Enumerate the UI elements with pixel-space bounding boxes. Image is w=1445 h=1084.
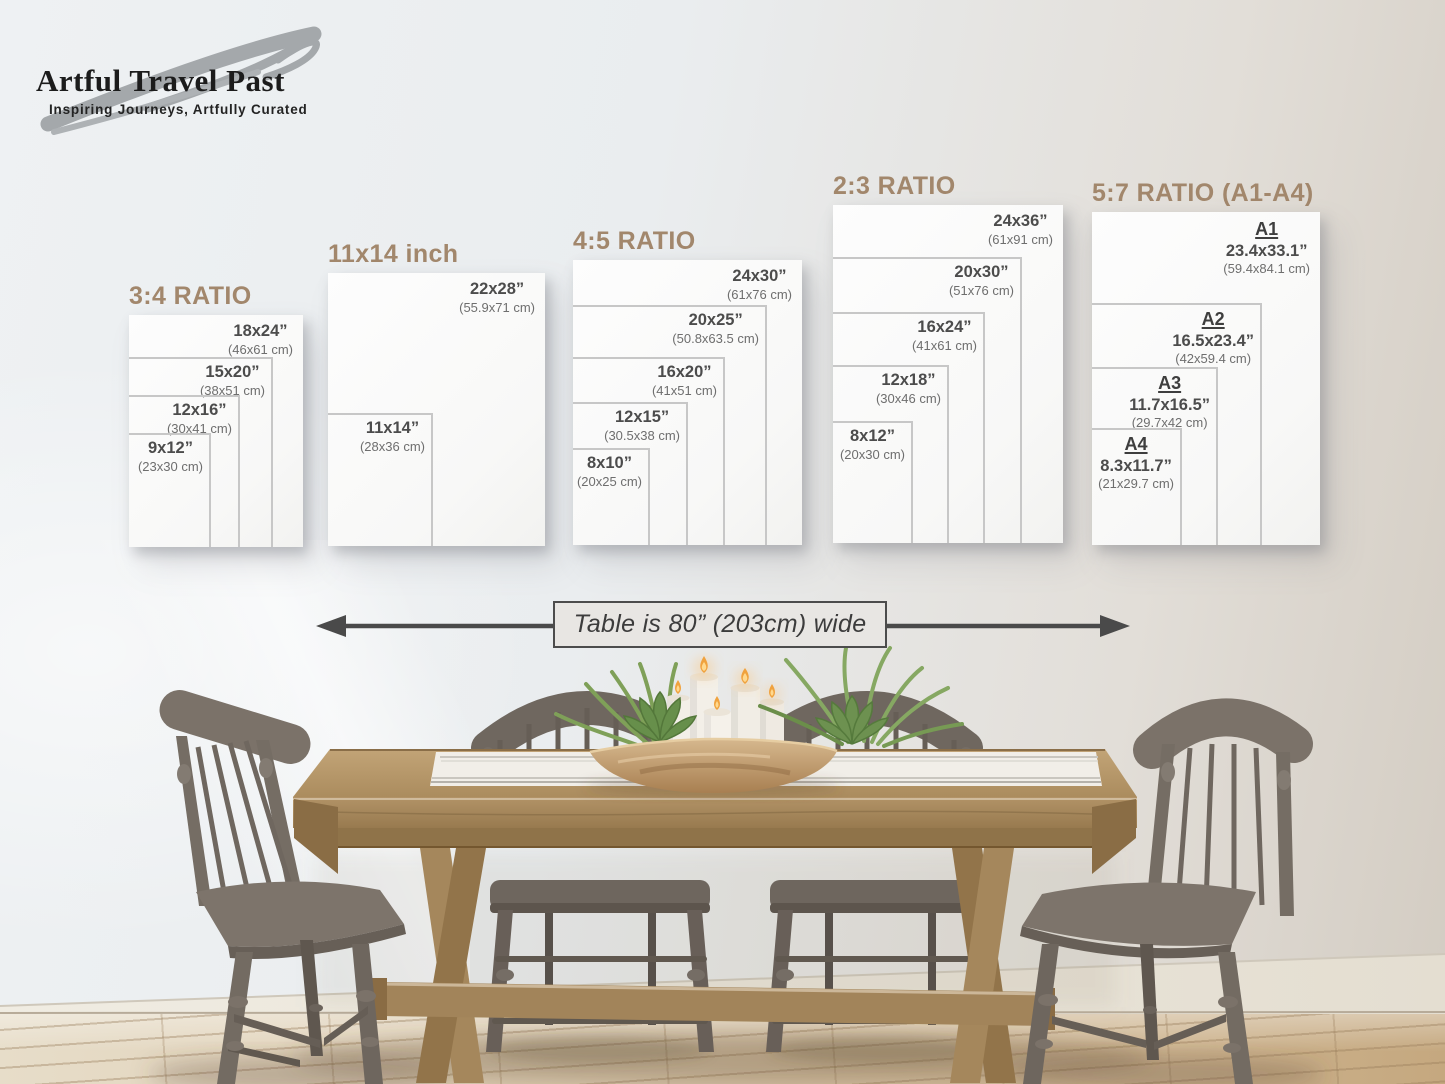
centerpiece	[554, 646, 964, 796]
size-inches: 16x24”	[917, 318, 972, 336]
size-rect: 12x16” (30x41 cm)	[129, 395, 240, 547]
chart-title: 11x14 inch	[328, 240, 459, 268]
size-inches: 22x28”	[469, 280, 525, 298]
paper-code: A4	[1124, 434, 1148, 454]
size-inches: 8.3x11.7”	[1100, 456, 1172, 475]
paper-code: A2	[1201, 309, 1225, 329]
size-chart-11x14: 11x14 inch 22x28” (55.9x71 cm) 11x14” (2…	[328, 242, 545, 546]
poster-sheet	[129, 315, 303, 547]
size-cm: (20x25 cm)	[576, 473, 642, 489]
size-rect: 20x25” (50.8x63.5 cm)	[573, 305, 767, 545]
size-inches: 16x20”	[657, 363, 712, 381]
paper-code: A1	[1255, 219, 1279, 239]
size-rect: A4 8.3x11.7” (21x29.7 cm)	[1092, 428, 1182, 545]
size-cm: (30x41 cm)	[166, 420, 232, 436]
centerpiece-bowl	[589, 737, 838, 793]
size-inches: 20x25”	[688, 311, 743, 329]
size-inches: 20x30”	[954, 263, 1009, 281]
size-cm: (38x51 cm)	[199, 382, 265, 398]
size-cm: (28x36 cm)	[359, 438, 425, 454]
size-inches: 16.5x23.4”	[1172, 331, 1254, 350]
brand-logo: Artful Travel Past Inspiring Journeys, A…	[0, 0, 360, 150]
size-rect: 20x30” (51x76 cm)	[833, 257, 1022, 543]
size-cm: (42x59.4 cm)	[1175, 351, 1252, 367]
size-cm: (29.7x42 cm)	[1131, 415, 1208, 431]
size-inches: 8x12”	[850, 427, 895, 445]
chair-outer-right	[1020, 698, 1313, 1084]
size-cm: (30x46 cm)	[875, 390, 941, 406]
succulent	[622, 690, 698, 743]
size-chart-2-3: 2:3 RATIO 24x36” (61x91 cm) 20x30” (51x7…	[833, 174, 1063, 543]
size-rect: 9x12” (23x30 cm)	[129, 433, 211, 547]
arrowhead-left-icon	[316, 615, 346, 637]
size-inches: 8x10”	[587, 454, 632, 472]
brand-tagline: Inspiring Journeys, Artfully Curated	[49, 102, 308, 117]
size-chart-4-5: 4:5 RATIO 24x30” (61x76 cm) 20x25” (50.8…	[573, 229, 802, 545]
size-rect: 24x30” (61x76 cm)	[573, 260, 802, 545]
size-rect: 16x24” (41x61 cm)	[833, 312, 985, 543]
size-rect: 18x24” (46x61 cm)	[129, 315, 303, 547]
chart-title: 4:5 RATIO	[573, 227, 696, 255]
size-inches: 11.7x16.5”	[1129, 395, 1210, 414]
size-inches: 9x12”	[148, 439, 193, 457]
size-cm: (23x30 cm)	[137, 458, 203, 474]
size-rect: 8x12” (20x30 cm)	[833, 421, 913, 543]
size-rect: A1 23.4x33.1” (59.4x84.1 cm)	[1092, 212, 1320, 545]
size-cm: (21x29.7 cm)	[1098, 476, 1174, 492]
size-cm: (55.9x71 cm)	[459, 299, 535, 315]
chart-title: 3:4 RATIO	[129, 282, 252, 310]
size-cm: (30.5x38 cm)	[604, 427, 680, 443]
size-inches: 18x24”	[233, 322, 288, 340]
size-cm: (61x76 cm)	[726, 286, 792, 302]
chart-title: 5:7 RATIO (A1-A4)	[1092, 179, 1314, 207]
size-cm: (51x76 cm)	[948, 282, 1014, 298]
size-inches: 12x16”	[172, 401, 227, 419]
size-chart-5-7: 5:7 RATIO (A1-A4) A1 23.4x33.1” (59.4x84…	[1092, 181, 1320, 545]
size-cm: (59.4x84.1 cm)	[1223, 261, 1310, 277]
size-rect: 22x28” (55.9x71 cm)	[328, 273, 545, 546]
size-rect: 16x20” (41x51 cm)	[573, 357, 725, 545]
size-rect: A2 16.5x23.4” (42x59.4 cm)	[1092, 303, 1262, 545]
size-rect: 12x15” (30.5x38 cm)	[573, 402, 688, 545]
size-cm: (61x91 cm)	[987, 231, 1053, 247]
size-rect: A3 11.7x16.5” (29.7x42 cm)	[1092, 367, 1218, 545]
size-inches: 11x14”	[365, 419, 420, 437]
size-rect: 24x36” (61x91 cm)	[833, 205, 1063, 543]
size-rect: 12x18” (30x46 cm)	[833, 365, 949, 543]
size-cm: (46x61 cm)	[227, 341, 293, 357]
succulent	[814, 694, 890, 745]
size-cm: (41x61 cm)	[911, 337, 977, 353]
size-inches: 12x18”	[881, 371, 936, 389]
chart-title: 2:3 RATIO	[833, 172, 956, 200]
paper-code: A3	[1158, 373, 1182, 393]
size-inches: 12x15”	[614, 408, 670, 426]
table-width-label: Table is 80” (203cm) wide	[553, 601, 887, 648]
size-inches: 23.4x33.1”	[1225, 241, 1308, 260]
chair-shadow	[490, 1037, 710, 1063]
size-rect: 15x20” (38x51 cm)	[129, 357, 273, 547]
chair-outer-left	[159, 690, 406, 1084]
poster-sheet	[1092, 212, 1320, 545]
size-rect: 11x14” (28x36 cm)	[328, 413, 433, 546]
size-rect: 8x10” (20x25 cm)	[573, 448, 650, 545]
size-cm: (41x51 cm)	[651, 382, 717, 398]
brush-swoosh-icon	[40, 26, 322, 135]
poster-sheet	[328, 273, 545, 546]
arrowhead-right-icon	[1100, 615, 1130, 637]
brand-name: Artful Travel Past	[36, 63, 285, 98]
size-cm: (50.8x63.5 cm)	[672, 330, 759, 346]
size-inches: 24x36”	[993, 212, 1048, 230]
size-cm: (20x30 cm)	[839, 446, 905, 462]
size-inches: 24x30”	[732, 267, 787, 285]
size-inches: 15x20”	[205, 363, 260, 381]
chair-shadow	[770, 1037, 990, 1063]
size-chart-3-4: 3:4 RATIO 18x24” (46x61 cm) 15x20” (38x5…	[129, 284, 303, 547]
